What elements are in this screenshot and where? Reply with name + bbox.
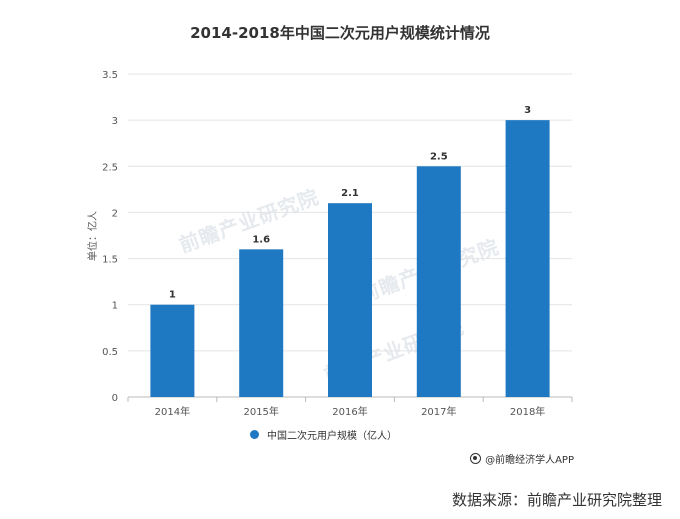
credit-text: @前瞻经济学人APP: [485, 455, 574, 466]
y-tick-label: 3: [112, 116, 118, 127]
legend: 中国二次元用户规模（亿人）: [250, 427, 397, 442]
bar: [505, 120, 550, 398]
source-note: 数据来源：前瞻产业研究院整理: [451, 491, 662, 509]
y-tick-label: 3.5: [102, 70, 118, 81]
legend-label: 中国二次元用户规模（亿人）: [267, 431, 397, 442]
y-tick-label: 1: [112, 301, 118, 312]
bar: [150, 304, 195, 397]
data-label: 3: [524, 105, 531, 116]
data-label: 1: [169, 290, 176, 301]
y-axis-label: 单位：亿人: [86, 211, 99, 261]
y-tick-labels: 0 0.5 1 1.5 2 2.5 3 3.5: [102, 70, 118, 404]
x-tick-label: 2015年: [243, 405, 278, 418]
x-tick-label: 2018年: [510, 405, 545, 418]
data-label: 2.5: [430, 151, 448, 162]
y-tick-label: 2.5: [102, 162, 118, 173]
data-label: 2.1: [341, 188, 359, 199]
chart-title: 2014-2018年中国二次元用户规模统计情况: [190, 24, 490, 42]
y-tick-label: 0.5: [102, 347, 118, 358]
y-tick-label: 1.5: [102, 255, 118, 266]
x-tick-labels: 2014年 2015年 2016年 2017年 2018年: [127, 397, 573, 418]
bar: [239, 249, 284, 397]
legend-marker: [250, 430, 259, 439]
x-tick-label: 2017年: [421, 405, 456, 418]
bars: [150, 120, 550, 398]
y-tick-label: 2: [112, 208, 118, 219]
y-tick-label: 0: [112, 393, 118, 404]
x-tick-label: 2016年: [332, 405, 367, 418]
bar: [416, 166, 461, 397]
credit-icon: [470, 453, 482, 464]
credit: @前瞻经济学人APP: [470, 451, 574, 466]
bar: [328, 203, 372, 397]
data-labels: 1 1.6 2.1 2.5 3: [169, 105, 531, 301]
data-label: 1.6: [252, 234, 270, 245]
x-tick-label: 2014年: [155, 405, 190, 418]
